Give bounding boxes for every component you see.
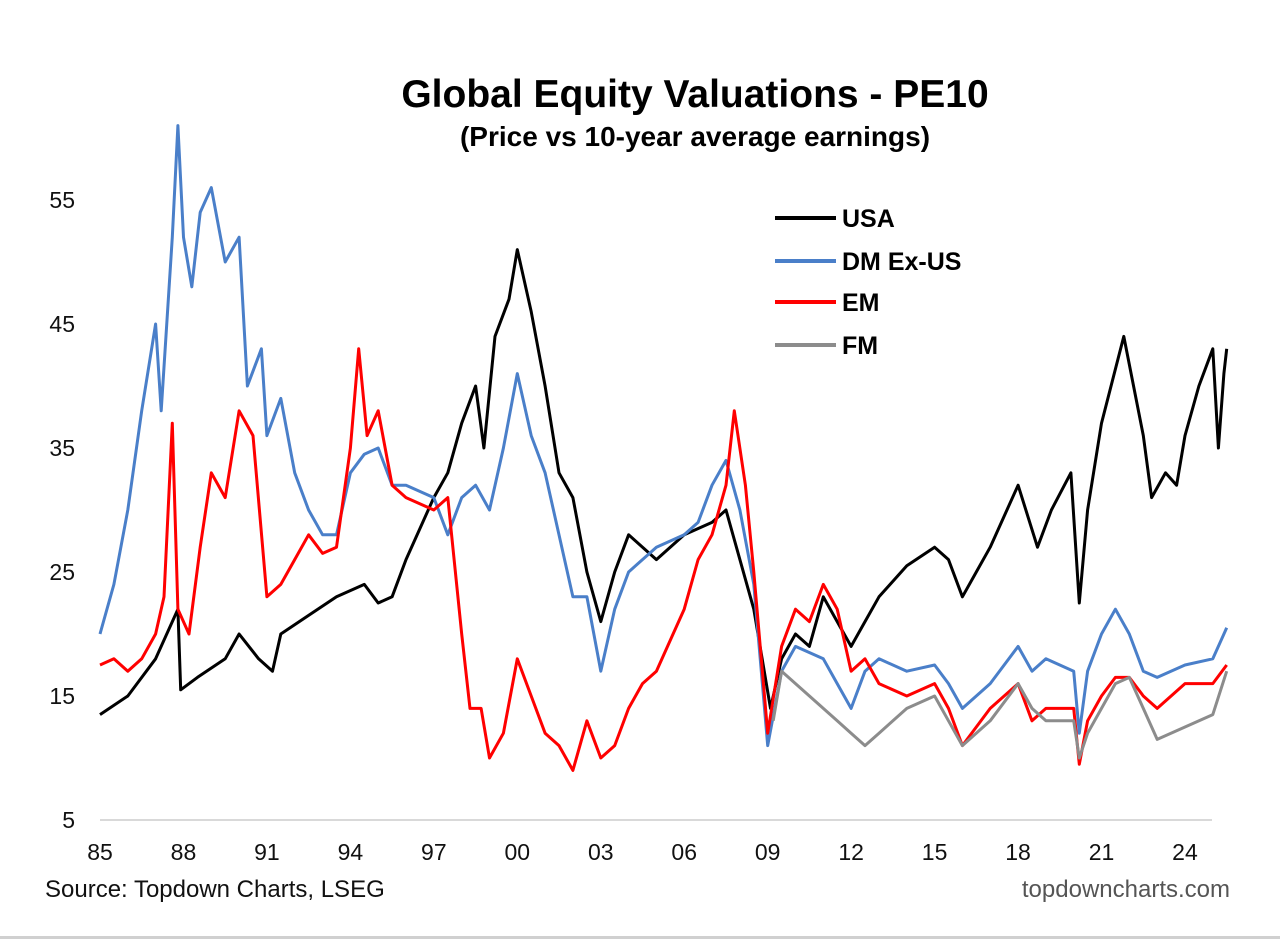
x-tick-label: 12 — [838, 839, 864, 865]
y-tick-label: 5 — [62, 807, 75, 833]
x-tick-label: 94 — [338, 839, 364, 865]
bottom-border — [0, 936, 1280, 939]
x-axis-ticks: 85 88 91 94 97 00 03 06 09 12 15 18 21 24 — [87, 839, 1198, 865]
x-tick-label: 09 — [755, 839, 781, 865]
legend-item: DM Ex-US — [775, 248, 961, 276]
legend-item: EM — [775, 289, 880, 317]
legend-item: USA — [775, 205, 895, 233]
chart-title: Global Equity Valuations - PE10 — [401, 73, 988, 116]
x-tick-label: 21 — [1089, 839, 1115, 865]
y-tick-label: 15 — [49, 683, 75, 709]
x-tick-label: 15 — [922, 839, 948, 865]
legend-item: FM — [775, 332, 878, 360]
legend: USA DM Ex-US EM FM — [775, 205, 961, 360]
series-line-dm-ex-us — [98, 124, 1229, 748]
series-line-fm — [771, 669, 1229, 760]
y-tick-label: 55 — [49, 187, 75, 213]
x-tick-label: 18 — [1005, 839, 1031, 865]
x-tick-label: 85 — [87, 839, 113, 865]
series-line-em — [99, 347, 1228, 772]
y-axis-ticks: 5 15 25 35 45 55 — [49, 187, 75, 833]
x-tick-label: 00 — [505, 839, 531, 865]
x-tick-label: 97 — [421, 839, 447, 865]
x-tick-label: 91 — [254, 839, 280, 865]
chart-subtitle: (Price vs 10-year average earnings) — [460, 121, 930, 152]
y-tick-label: 25 — [49, 559, 75, 585]
x-tick-label: 24 — [1172, 839, 1198, 865]
x-tick-label: 03 — [588, 839, 614, 865]
legend-label: EM — [842, 289, 880, 317]
source-note: Source: Topdown Charts, LSEG — [45, 876, 385, 903]
legend-label: USA — [842, 205, 895, 233]
x-tick-label: 88 — [171, 839, 197, 865]
x-tick-label: 06 — [671, 839, 697, 865]
legend-label: FM — [842, 332, 878, 360]
series-lines — [98, 124, 1229, 772]
legend-label: DM Ex-US — [842, 248, 961, 276]
y-tick-label: 45 — [49, 311, 75, 337]
y-tick-label: 35 — [49, 435, 75, 461]
watermark: topdowncharts.com — [1022, 876, 1230, 903]
series-line-usa — [99, 248, 1229, 716]
